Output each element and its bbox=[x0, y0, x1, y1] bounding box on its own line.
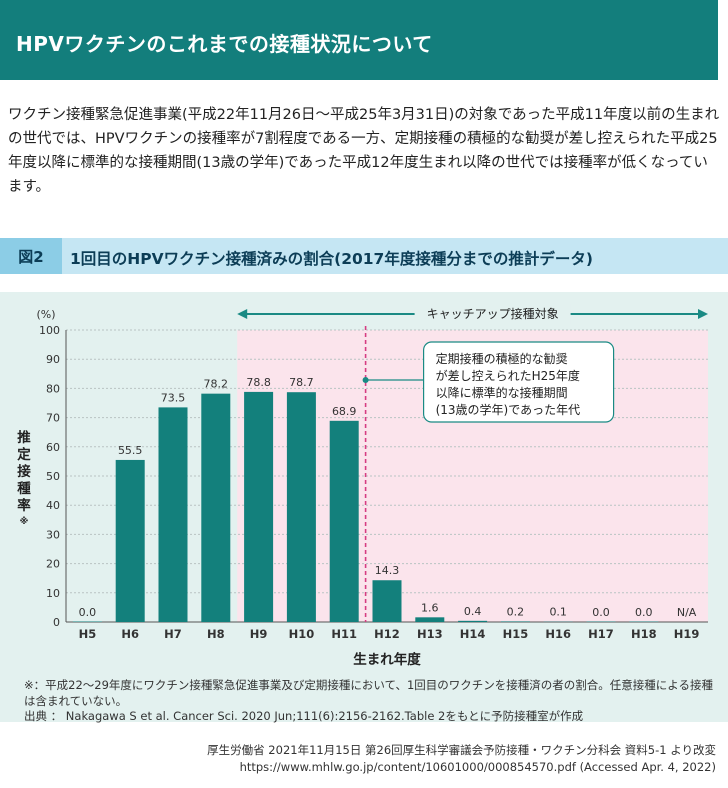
data-label: 0.0 bbox=[79, 606, 97, 619]
figure-number: 図2 bbox=[0, 238, 62, 274]
x-tick-label: H7 bbox=[164, 627, 182, 641]
bar bbox=[415, 617, 445, 622]
y-tick-label: 30 bbox=[46, 528, 60, 541]
catchup-arrow-left-head bbox=[237, 309, 248, 319]
bar bbox=[201, 393, 231, 622]
figure-title: 1回目のHPVワクチン接種済みの割合(2017年度接種分までの推計データ) bbox=[70, 250, 593, 268]
x-tick-label: H14 bbox=[460, 627, 486, 641]
x-tick-label: H8 bbox=[207, 627, 225, 641]
x-tick-label: H17 bbox=[588, 627, 614, 641]
bar bbox=[286, 392, 316, 622]
data-label: 14.3 bbox=[375, 564, 400, 577]
x-tick-label: H15 bbox=[503, 627, 529, 641]
data-label: 0.1 bbox=[549, 606, 567, 619]
y-tick-label: 40 bbox=[46, 499, 60, 512]
catchup-label-bg bbox=[414, 304, 571, 324]
y-tick-label: 50 bbox=[46, 470, 60, 483]
x-tick-label: H19 bbox=[674, 627, 700, 641]
y-unit-label: (%) bbox=[36, 308, 55, 321]
x-tick-label: H12 bbox=[374, 627, 400, 641]
annotation-text: 定期接種の積極的な勧奨が差し控えられたH25年度以降に標準的な接種期間(13歳の… bbox=[436, 351, 581, 417]
y-axis-title: 推定接種率※ bbox=[17, 429, 31, 527]
data-label: 0.0 bbox=[635, 606, 653, 619]
chart-source: 出典 ： Nakagawa S et al. Cancer Sci. 2020 … bbox=[24, 709, 584, 723]
data-label: 68.9 bbox=[332, 405, 357, 418]
x-tick-label: H18 bbox=[631, 627, 657, 641]
data-label: 0.4 bbox=[464, 605, 482, 618]
bar bbox=[115, 459, 145, 622]
data-label: N/A bbox=[677, 606, 697, 619]
bar bbox=[629, 621, 659, 622]
x-tick-label: H10 bbox=[289, 627, 315, 641]
bar bbox=[158, 407, 188, 622]
bar bbox=[329, 420, 359, 622]
chart-panel: 0 10 20 30 40 50 60 70 80 90 100 (%) 0.0 H5 55.5 H6 73.5… bbox=[0, 292, 728, 722]
bar bbox=[500, 621, 530, 622]
chart-footnote: ※：平成22〜29年度にワクチン接種緊急促進事業及び定期接種において、1回目のワ… bbox=[24, 678, 713, 708]
data-label: 1.6 bbox=[421, 601, 439, 614]
x-tick-label: H5 bbox=[79, 627, 97, 641]
credit: 厚生労働省 2021年11月15日 第26回厚生科学審議会予防接種・ワクチン分科… bbox=[207, 742, 716, 776]
bar bbox=[72, 621, 102, 622]
bar bbox=[586, 621, 616, 622]
x-tick-label: H16 bbox=[545, 627, 571, 641]
x-tick-label: H13 bbox=[417, 627, 443, 641]
data-label: 73.5 bbox=[161, 391, 186, 404]
data-label: 78.8 bbox=[246, 376, 271, 389]
intro-paragraph: ワクチン接種緊急促進事業(平成22年11月26日〜平成25年3月31日)の対象で… bbox=[8, 107, 720, 195]
y-tick-label: 0 bbox=[53, 616, 60, 629]
x-tick-label: H6 bbox=[121, 627, 139, 641]
catchup-arrow-right-head bbox=[698, 309, 708, 319]
data-label: 0.0 bbox=[592, 606, 610, 619]
y-tick-label: 10 bbox=[46, 587, 60, 600]
y-tick-label: 20 bbox=[46, 558, 60, 571]
bar bbox=[458, 620, 488, 622]
bar bbox=[372, 580, 402, 622]
data-label: 55.5 bbox=[118, 444, 143, 457]
page-header: HPVワクチンのこれまでの接種状況について bbox=[0, 0, 718, 80]
figure-header: 図2 1回目のHPVワクチン接種済みの割合(2017年度接種分までの推計データ) bbox=[0, 238, 728, 274]
data-label: 0.2 bbox=[507, 605, 525, 618]
data-label: 78.7 bbox=[289, 376, 314, 389]
credit-url: https://www.mhlw.go.jp/content/10601000/… bbox=[239, 760, 716, 774]
data-label: 78.2 bbox=[204, 378, 229, 391]
x-tick-label: H11 bbox=[331, 627, 357, 641]
credit-line: 厚生労働省 2021年11月15日 第26回厚生科学審議会予防接種・ワクチン分科… bbox=[207, 743, 716, 757]
annotation-dot bbox=[362, 377, 369, 383]
y-tick-label: 60 bbox=[46, 441, 60, 454]
y-tick-label: 70 bbox=[46, 412, 60, 425]
bar-chart: 0 10 20 30 40 50 60 70 80 90 100 (%) 0.0 H5 55.5 H6 73.5… bbox=[17, 304, 708, 668]
x-axis-title: 生まれ年度 bbox=[353, 651, 421, 668]
y-tick-label: 90 bbox=[46, 353, 60, 366]
annotation-box bbox=[423, 341, 615, 423]
y-tick-label: 80 bbox=[46, 382, 60, 395]
y-tick-label: 100 bbox=[39, 324, 60, 337]
x-tick-label: H9 bbox=[250, 627, 268, 641]
bar bbox=[244, 391, 274, 622]
page-title: HPVワクチンのこれまでの接種状況について bbox=[16, 32, 433, 56]
catchup-label: キャッチアップ接種対象 bbox=[427, 306, 559, 321]
